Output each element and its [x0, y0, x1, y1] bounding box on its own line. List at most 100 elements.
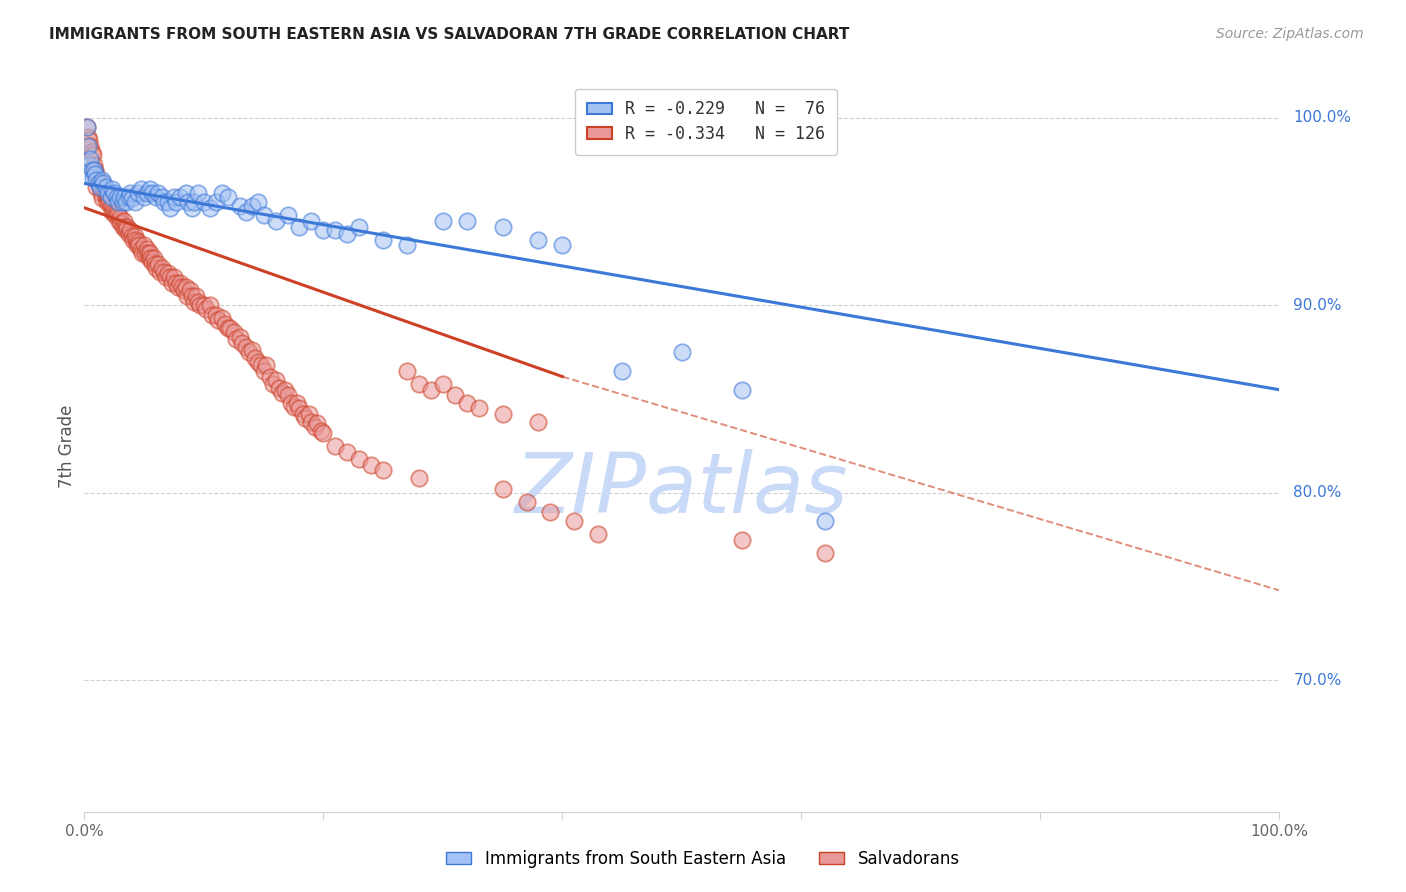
Point [82, 148, 104, 162]
Point [160, 276, 183, 290]
Point [107, 208, 129, 222]
Point [179, 283, 201, 297]
Point [492, 219, 515, 234]
Point [623, 126, 645, 140]
Point [93, 180, 115, 194]
Point [98, 195, 121, 210]
Point [188, 298, 211, 312]
Point [105, 204, 128, 219]
Point [259, 369, 281, 384]
Point [124, 229, 146, 244]
Point [492, 482, 515, 496]
Point [731, 383, 754, 397]
Point [283, 400, 305, 414]
Point [294, 410, 316, 425]
Point [76, 120, 98, 135]
Point [527, 233, 550, 247]
Point [195, 302, 218, 317]
Point [373, 233, 395, 247]
Point [86, 167, 108, 181]
Point [174, 279, 197, 293]
Point [181, 201, 204, 215]
Point [131, 245, 153, 260]
Point [150, 260, 173, 275]
Point [139, 245, 162, 260]
Point [118, 223, 141, 237]
Point [222, 325, 245, 339]
Point [301, 214, 323, 228]
Point [184, 289, 207, 303]
Point [814, 546, 837, 560]
Point [121, 229, 143, 244]
Point [205, 195, 228, 210]
Point [105, 189, 128, 203]
Point [110, 189, 132, 203]
Point [142, 252, 165, 266]
Point [80, 145, 103, 159]
Text: 80.0%: 80.0% [1294, 485, 1341, 500]
Point [264, 214, 287, 228]
Point [262, 377, 284, 392]
Point [101, 199, 124, 213]
Point [245, 351, 267, 365]
Point [117, 227, 139, 241]
Point [240, 199, 263, 213]
Point [172, 279, 194, 293]
Point [93, 186, 115, 200]
Point [456, 214, 478, 228]
Point [101, 182, 124, 196]
Text: 70.0%: 70.0% [1294, 673, 1341, 688]
Point [110, 216, 132, 230]
Point [292, 407, 315, 421]
Point [97, 186, 120, 200]
Point [408, 377, 430, 392]
Point [217, 321, 239, 335]
Point [163, 270, 186, 285]
Point [169, 276, 191, 290]
Point [456, 396, 478, 410]
Point [125, 233, 148, 247]
Point [177, 195, 200, 210]
Point [396, 238, 419, 252]
Point [115, 223, 138, 237]
Point [77, 139, 100, 153]
Point [149, 264, 172, 278]
Point [183, 294, 205, 309]
Point [731, 533, 754, 547]
Point [301, 415, 323, 429]
Point [157, 195, 180, 210]
Point [211, 186, 233, 200]
Point [128, 238, 150, 252]
Point [86, 172, 108, 186]
Point [814, 514, 837, 528]
Point [349, 219, 371, 234]
Point [193, 195, 215, 210]
Point [269, 381, 291, 395]
Point [235, 204, 257, 219]
Point [173, 283, 195, 297]
Point [114, 219, 136, 234]
Point [135, 186, 157, 200]
Point [111, 195, 134, 210]
Point [90, 186, 112, 200]
Point [80, 163, 103, 178]
Point [264, 373, 287, 387]
Point [121, 191, 143, 205]
Point [100, 189, 122, 203]
Text: 100.0%: 100.0% [1294, 111, 1351, 125]
Point [153, 195, 176, 210]
Point [231, 335, 253, 350]
Point [111, 219, 134, 234]
Point [432, 214, 454, 228]
Point [564, 514, 586, 528]
Point [551, 238, 574, 252]
Point [312, 223, 335, 237]
Point [166, 279, 188, 293]
Point [229, 330, 252, 344]
Point [211, 311, 233, 326]
Point [240, 343, 263, 358]
Point [325, 223, 347, 237]
Point [143, 257, 166, 271]
Point [157, 267, 180, 281]
Point [83, 163, 105, 178]
